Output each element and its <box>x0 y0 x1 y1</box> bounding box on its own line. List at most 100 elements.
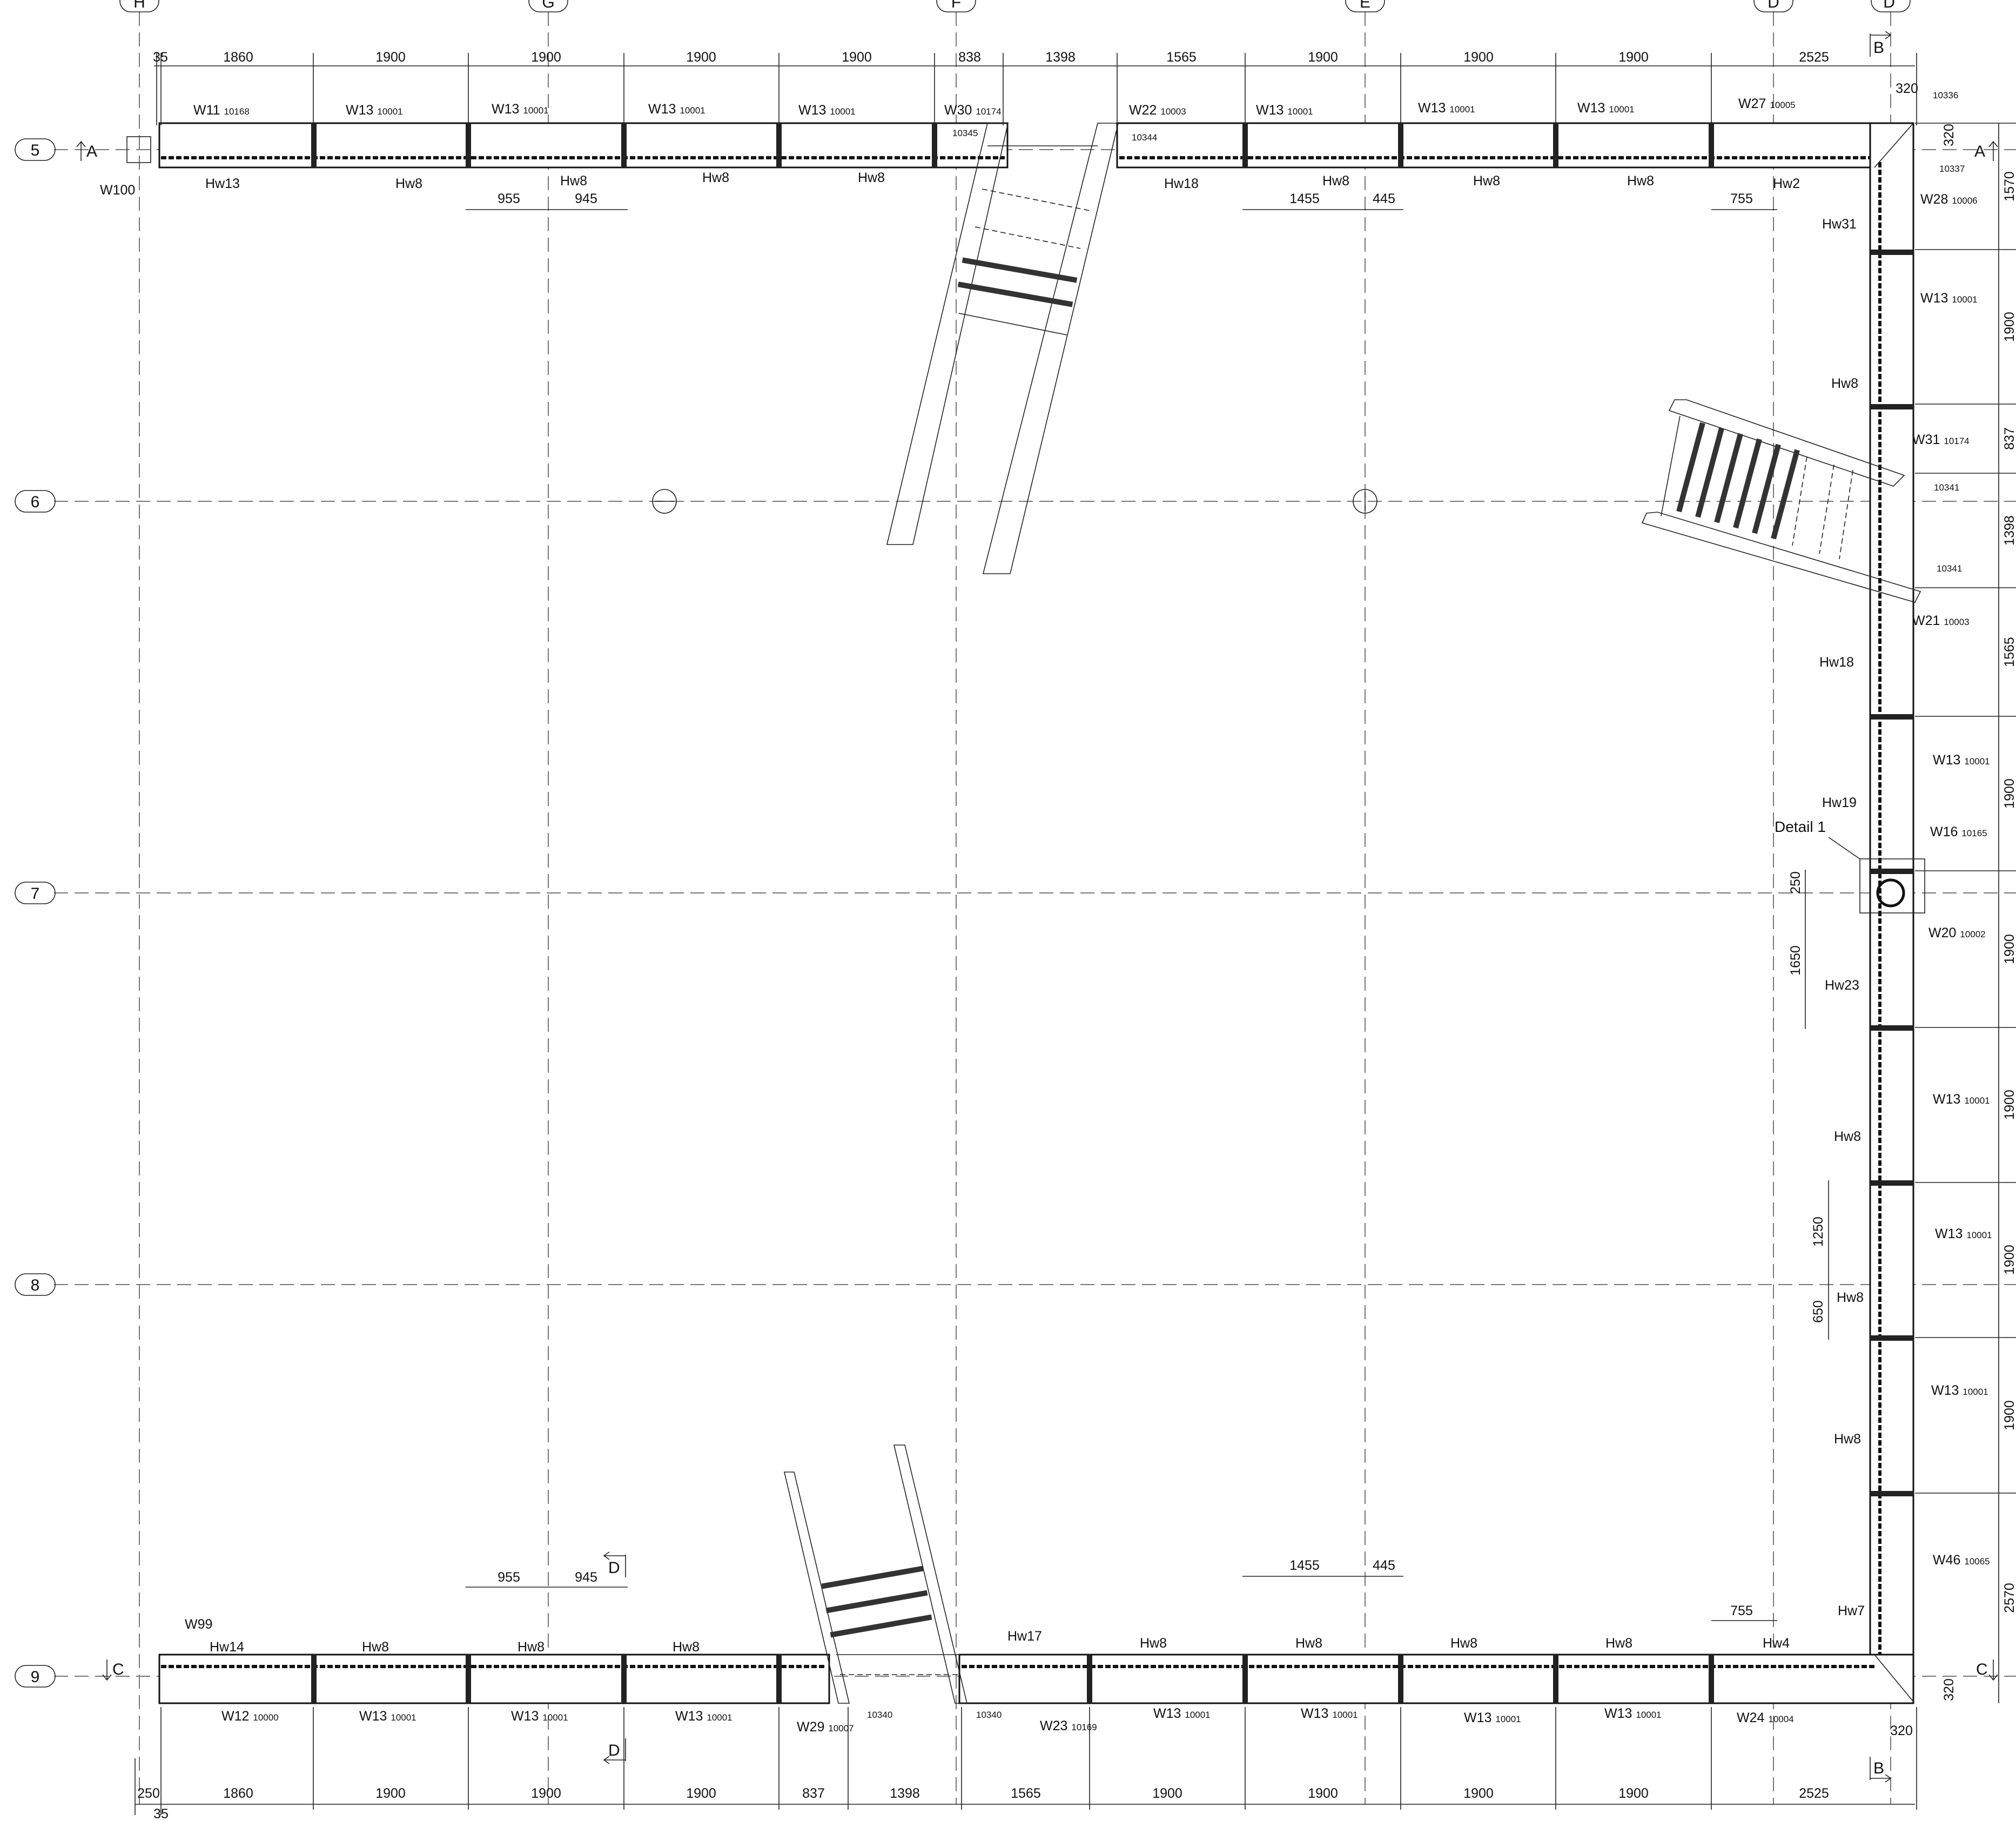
top-wall-right <box>1116 122 1881 169</box>
grid-label-E: E <box>1360 0 1370 11</box>
svg-text:W29 10007: W29 10007 <box>797 1719 854 1735</box>
right-wall-label-9-num: 10001 <box>1966 1230 1992 1240</box>
svg-text:W13 10001: W13 10001 <box>1931 1383 1988 1398</box>
bottom-wall-label-8-num: 10001 <box>1332 1710 1358 1720</box>
inner-dim-250: 250 <box>1788 871 1803 894</box>
top-hw-label-7: Hw8 <box>1322 173 1349 189</box>
grid-bubble-D <box>1753 0 1793 12</box>
section-marks: A A B B C C D D <box>76 31 1998 1783</box>
label-w99: W99 <box>185 1617 212 1632</box>
svg-text:W13 10001: W13 10001 <box>1933 1092 1990 1107</box>
right-dim-10: 1900 <box>2002 1400 2016 1430</box>
bottom-wall-label-10-num: 10001 <box>1636 1710 1661 1720</box>
bottom-dim-10: 1900 <box>1308 1786 1338 1801</box>
bottom-hw-label-1: Hw14 <box>210 1639 244 1655</box>
top-wall-label-6-code: W30 <box>944 103 972 118</box>
top-wall-label-10-num: 10001 <box>1609 104 1634 115</box>
corner-chamfer-bottom <box>1874 1654 1914 1702</box>
bottom-wall-label-7-num: 10001 <box>1185 1710 1210 1720</box>
inner-dim-650: 650 <box>1811 1300 1826 1323</box>
svg-text:W28 10006: W28 10006 <box>1920 192 1978 207</box>
svg-text:W46 10065: W46 10065 <box>1933 1553 1990 1568</box>
top-wall-label-3-num: 10001 <box>523 105 548 116</box>
grid-label-D: D <box>1768 0 1779 11</box>
bottom-hw-label-3: Hw8 <box>518 1639 545 1655</box>
grid-label-5: 5 <box>31 142 40 159</box>
right-dim-3: 837 <box>2002 427 2016 450</box>
right-dim-4: 1398 <box>2002 515 2016 546</box>
right-hw-label-3: Hw18 <box>1819 655 1854 670</box>
bottom-dim-9: 1900 <box>1152 1786 1182 1801</box>
right-wall-label-1-num: 10006 <box>1952 196 1977 206</box>
svg-text:W22 10003: W22 10003 <box>1129 103 1186 118</box>
top-wall-labels: W11 10168 W13 10001 W13 10001 W13 10001 … <box>193 96 1800 191</box>
top-dim-11: 1900 <box>1463 50 1494 65</box>
right-wall-label-3-code: W31 <box>1912 432 1940 447</box>
wall-joints-right <box>1870 250 1913 1496</box>
svg-text:W13 10001: W13 10001 <box>492 102 549 117</box>
misc-labels: W100 W99 10336 10337 10345 10344 10341 1… <box>100 90 1965 1720</box>
grid-bubble-F <box>936 0 976 12</box>
svg-text:W16 10165: W16 10165 <box>1930 824 1987 839</box>
top-hw-label-1: Hw13 <box>205 176 240 191</box>
top-sub-dim-755: 755 <box>1730 191 1753 206</box>
column-box-H5 <box>126 136 151 163</box>
stair-right-stringer-bottom <box>1641 512 1921 603</box>
label-10344: 10344 <box>1132 132 1157 143</box>
top-hw-label-8: Hw8 <box>1473 173 1500 189</box>
svg-text:W13 10001: W13 10001 <box>1577 100 1635 116</box>
right-wall-label-11-num: 10065 <box>1964 1556 1990 1567</box>
grid-bubble-6 <box>15 490 56 513</box>
right-wall-label-8-code: W13 <box>1933 1092 1960 1107</box>
bottom-hw-label-9: Hw8 <box>1605 1636 1632 1651</box>
top-dim-2: 1860 <box>223 50 253 65</box>
bottom-dim-2: 1860 <box>223 1786 253 1801</box>
right-wall-label-10-code: W13 <box>1931 1383 1959 1398</box>
svg-text:W30 10174: W30 10174 <box>944 103 1002 118</box>
right-dim-5: 1565 <box>2002 637 2016 667</box>
bottom-wall-label-5-num: 10007 <box>828 1723 854 1733</box>
svg-text:W13 10001: W13 10001 <box>1604 1706 1662 1721</box>
right-dim-2: 1900 <box>2002 312 2016 342</box>
top-sub-dim-1455: 1455 <box>1289 191 1320 206</box>
column-markers <box>126 136 1925 913</box>
bottom-wall-right <box>958 1654 1914 1704</box>
top-dim-10: 1900 <box>1308 50 1338 65</box>
top-dim-6: 1900 <box>842 50 872 65</box>
bottom-dim-8: 1565 <box>1011 1786 1041 1801</box>
bottom-wall-label-1-num: 10000 <box>253 1712 278 1723</box>
right-dim-8: 1900 <box>2002 1090 2016 1120</box>
right-wall-label-9-code: W13 <box>1935 1226 1963 1241</box>
section-mark-C-left: C <box>112 1661 124 1678</box>
wall-joints-bottom <box>311 1655 1714 1703</box>
top-dimensions: 35 1860 1900 1900 1900 1900 838 1398 156… <box>153 50 1918 210</box>
top-dim-4: 1900 <box>531 50 561 65</box>
label-10340-b: 10340 <box>976 1710 1002 1720</box>
corner-dim-bottom: 320 <box>1890 1723 1913 1738</box>
right-wall-label-6-num: 10165 <box>1961 828 1987 838</box>
top-wall-label-10-code: W13 <box>1577 100 1605 116</box>
svg-text:W13 10001: W13 10001 <box>1920 291 1978 306</box>
section-mark-D-top: D <box>608 1559 620 1577</box>
svg-text:W13 10001: W13 10001 <box>1933 752 1990 768</box>
top-wall-label-7-code: W22 <box>1129 103 1157 118</box>
right-wall-label-7-code: W20 <box>1928 925 1956 940</box>
bottom-dim-5: 1900 <box>686 1786 716 1801</box>
stair-top-stringer-right <box>982 123 1119 574</box>
top-hw-label-9: Hw8 <box>1627 173 1654 189</box>
svg-text:W13 10001: W13 10001 <box>648 102 705 117</box>
top-dim-1: 35 <box>153 50 168 65</box>
grid-label-9: 9 <box>31 1668 40 1686</box>
top-wall-label-5-num: 10001 <box>830 106 855 117</box>
top-wall-left <box>158 122 1009 169</box>
top-wall-label-11-num: 10005 <box>1770 100 1795 110</box>
top-hw-label-6: Hw18 <box>1164 176 1199 191</box>
label-10345: 10345 <box>952 128 978 138</box>
corner-chamfer-top <box>1874 123 1914 168</box>
inner-dim-1650: 1650 <box>1788 945 1803 976</box>
right-wall-label-10-num: 10001 <box>1963 1387 1988 1397</box>
right-wall-label-1-code: W28 <box>1920 192 1948 207</box>
stair-right <box>1641 399 1921 603</box>
right-wall-label-7-num: 10002 <box>1960 929 1985 939</box>
